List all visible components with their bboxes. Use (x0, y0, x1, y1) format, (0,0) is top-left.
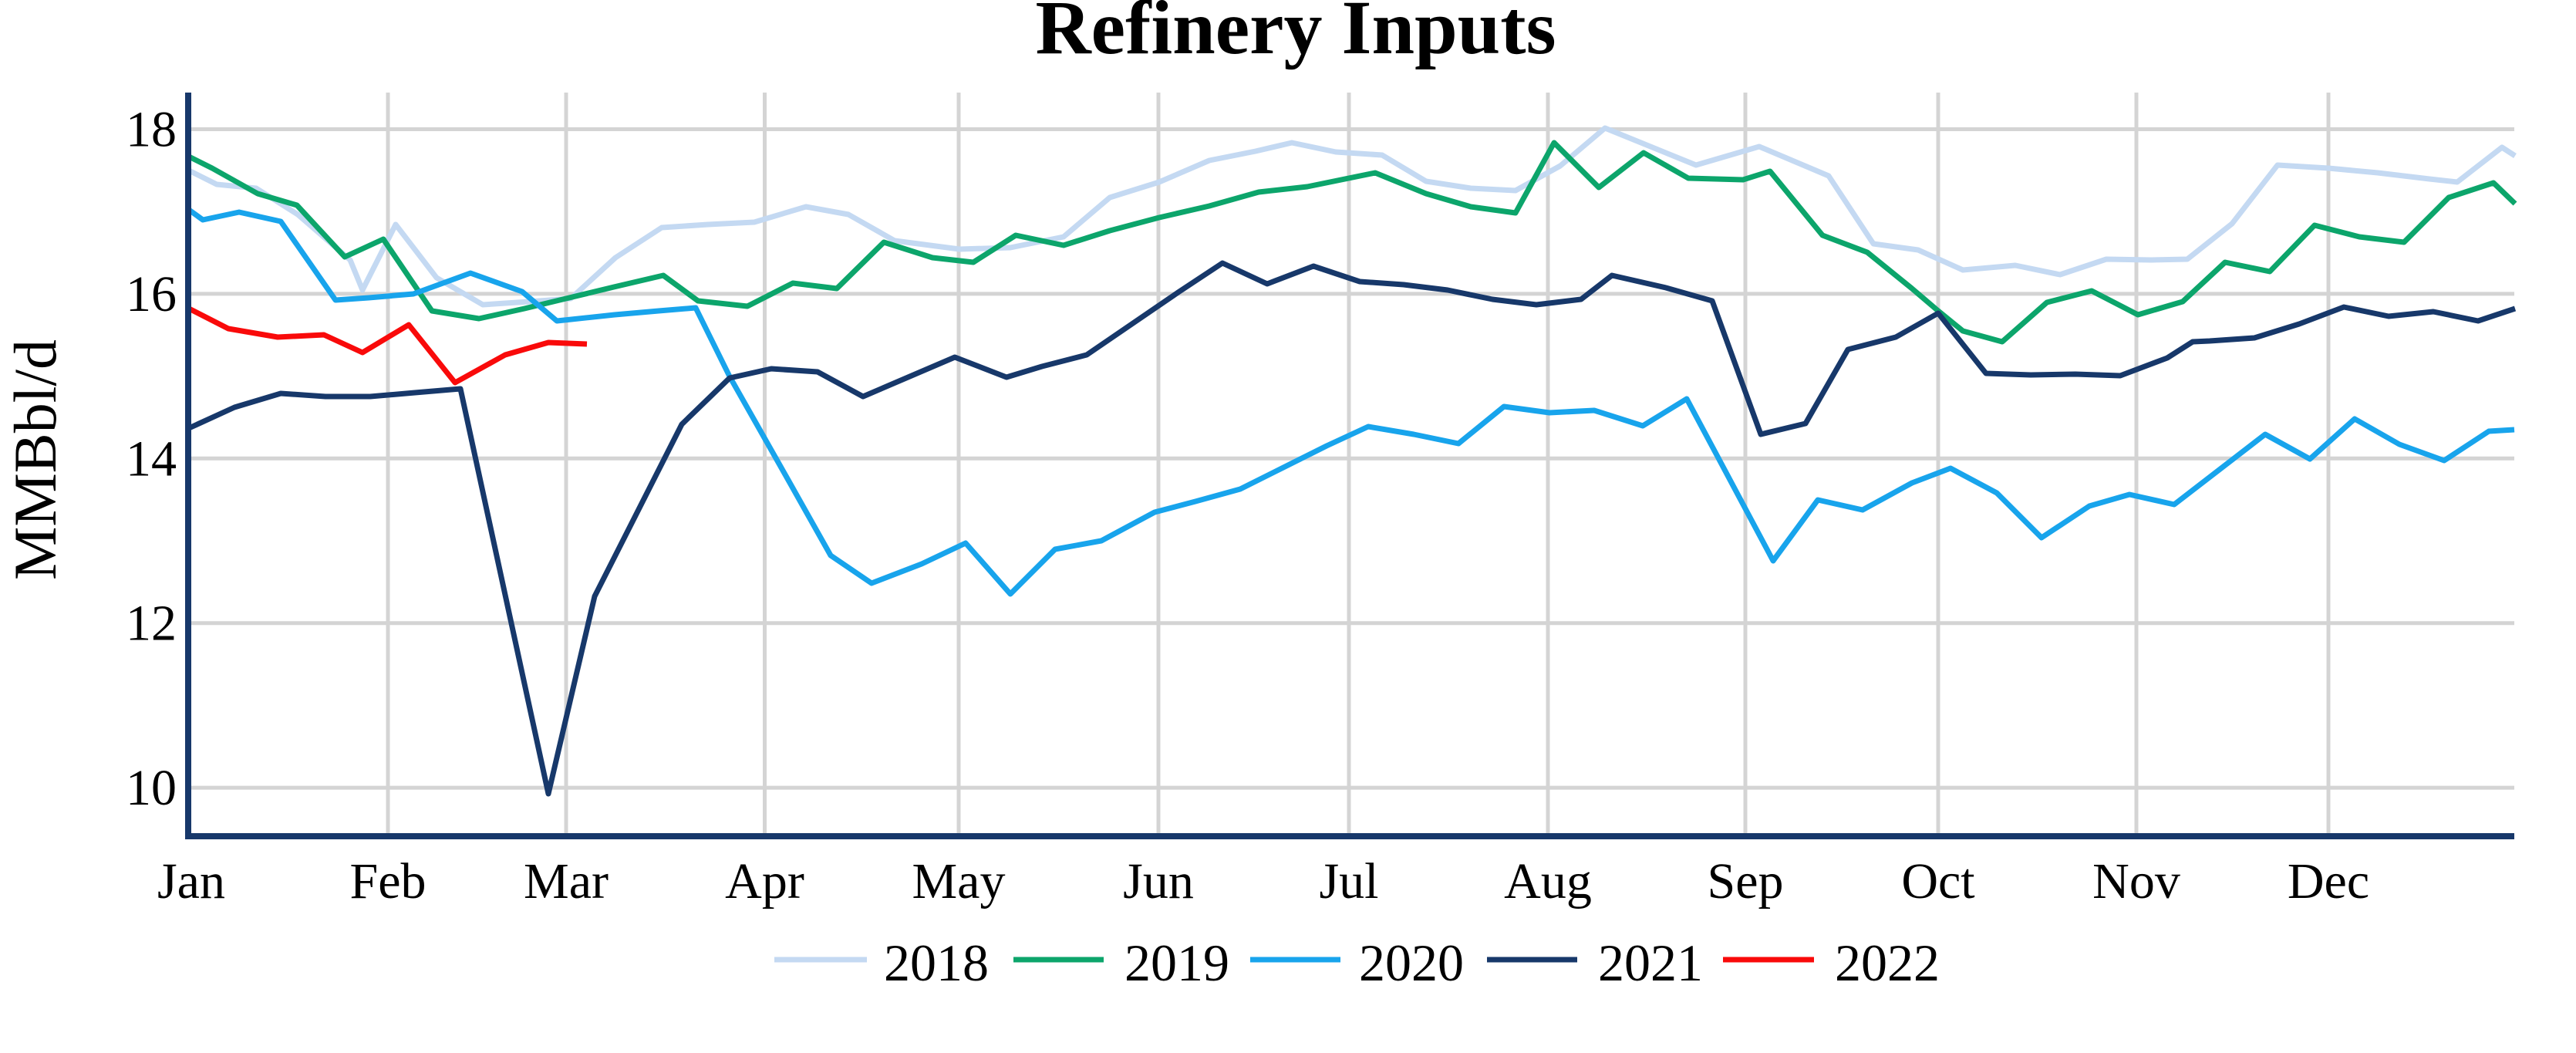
svg-text:2019: 2019 (1124, 933, 1229, 992)
svg-text:Dec: Dec (2288, 853, 2369, 910)
svg-text:12: 12 (126, 596, 177, 652)
svg-text:Jul: Jul (1319, 853, 1378, 910)
svg-text:2022: 2022 (1835, 933, 1940, 992)
svg-text:2018: 2018 (884, 933, 989, 992)
svg-text:Apr: Apr (725, 853, 804, 910)
svg-text:2020: 2020 (1359, 933, 1464, 992)
svg-text:Jun: Jun (1123, 853, 1194, 910)
svg-text:Aug: Aug (1504, 853, 1592, 910)
svg-text:Sep: Sep (1708, 853, 1784, 910)
svg-text:Oct: Oct (1901, 853, 1974, 910)
svg-text:Jan: Jan (157, 853, 225, 910)
svg-text:2021: 2021 (1598, 933, 1703, 992)
svg-text:14: 14 (126, 430, 177, 487)
svg-text:Mar: Mar (524, 853, 609, 910)
svg-text:18: 18 (126, 102, 177, 158)
svg-text:Nov: Nov (2092, 853, 2180, 910)
svg-text:May: May (912, 853, 1006, 910)
svg-text:16: 16 (126, 266, 177, 322)
svg-text:Refinery Inputs: Refinery Inputs (1035, 0, 1556, 70)
svg-text:MMBbl/d: MMBbl/d (2, 339, 69, 580)
svg-text:10: 10 (126, 760, 177, 816)
svg-text:Feb: Feb (350, 853, 427, 910)
